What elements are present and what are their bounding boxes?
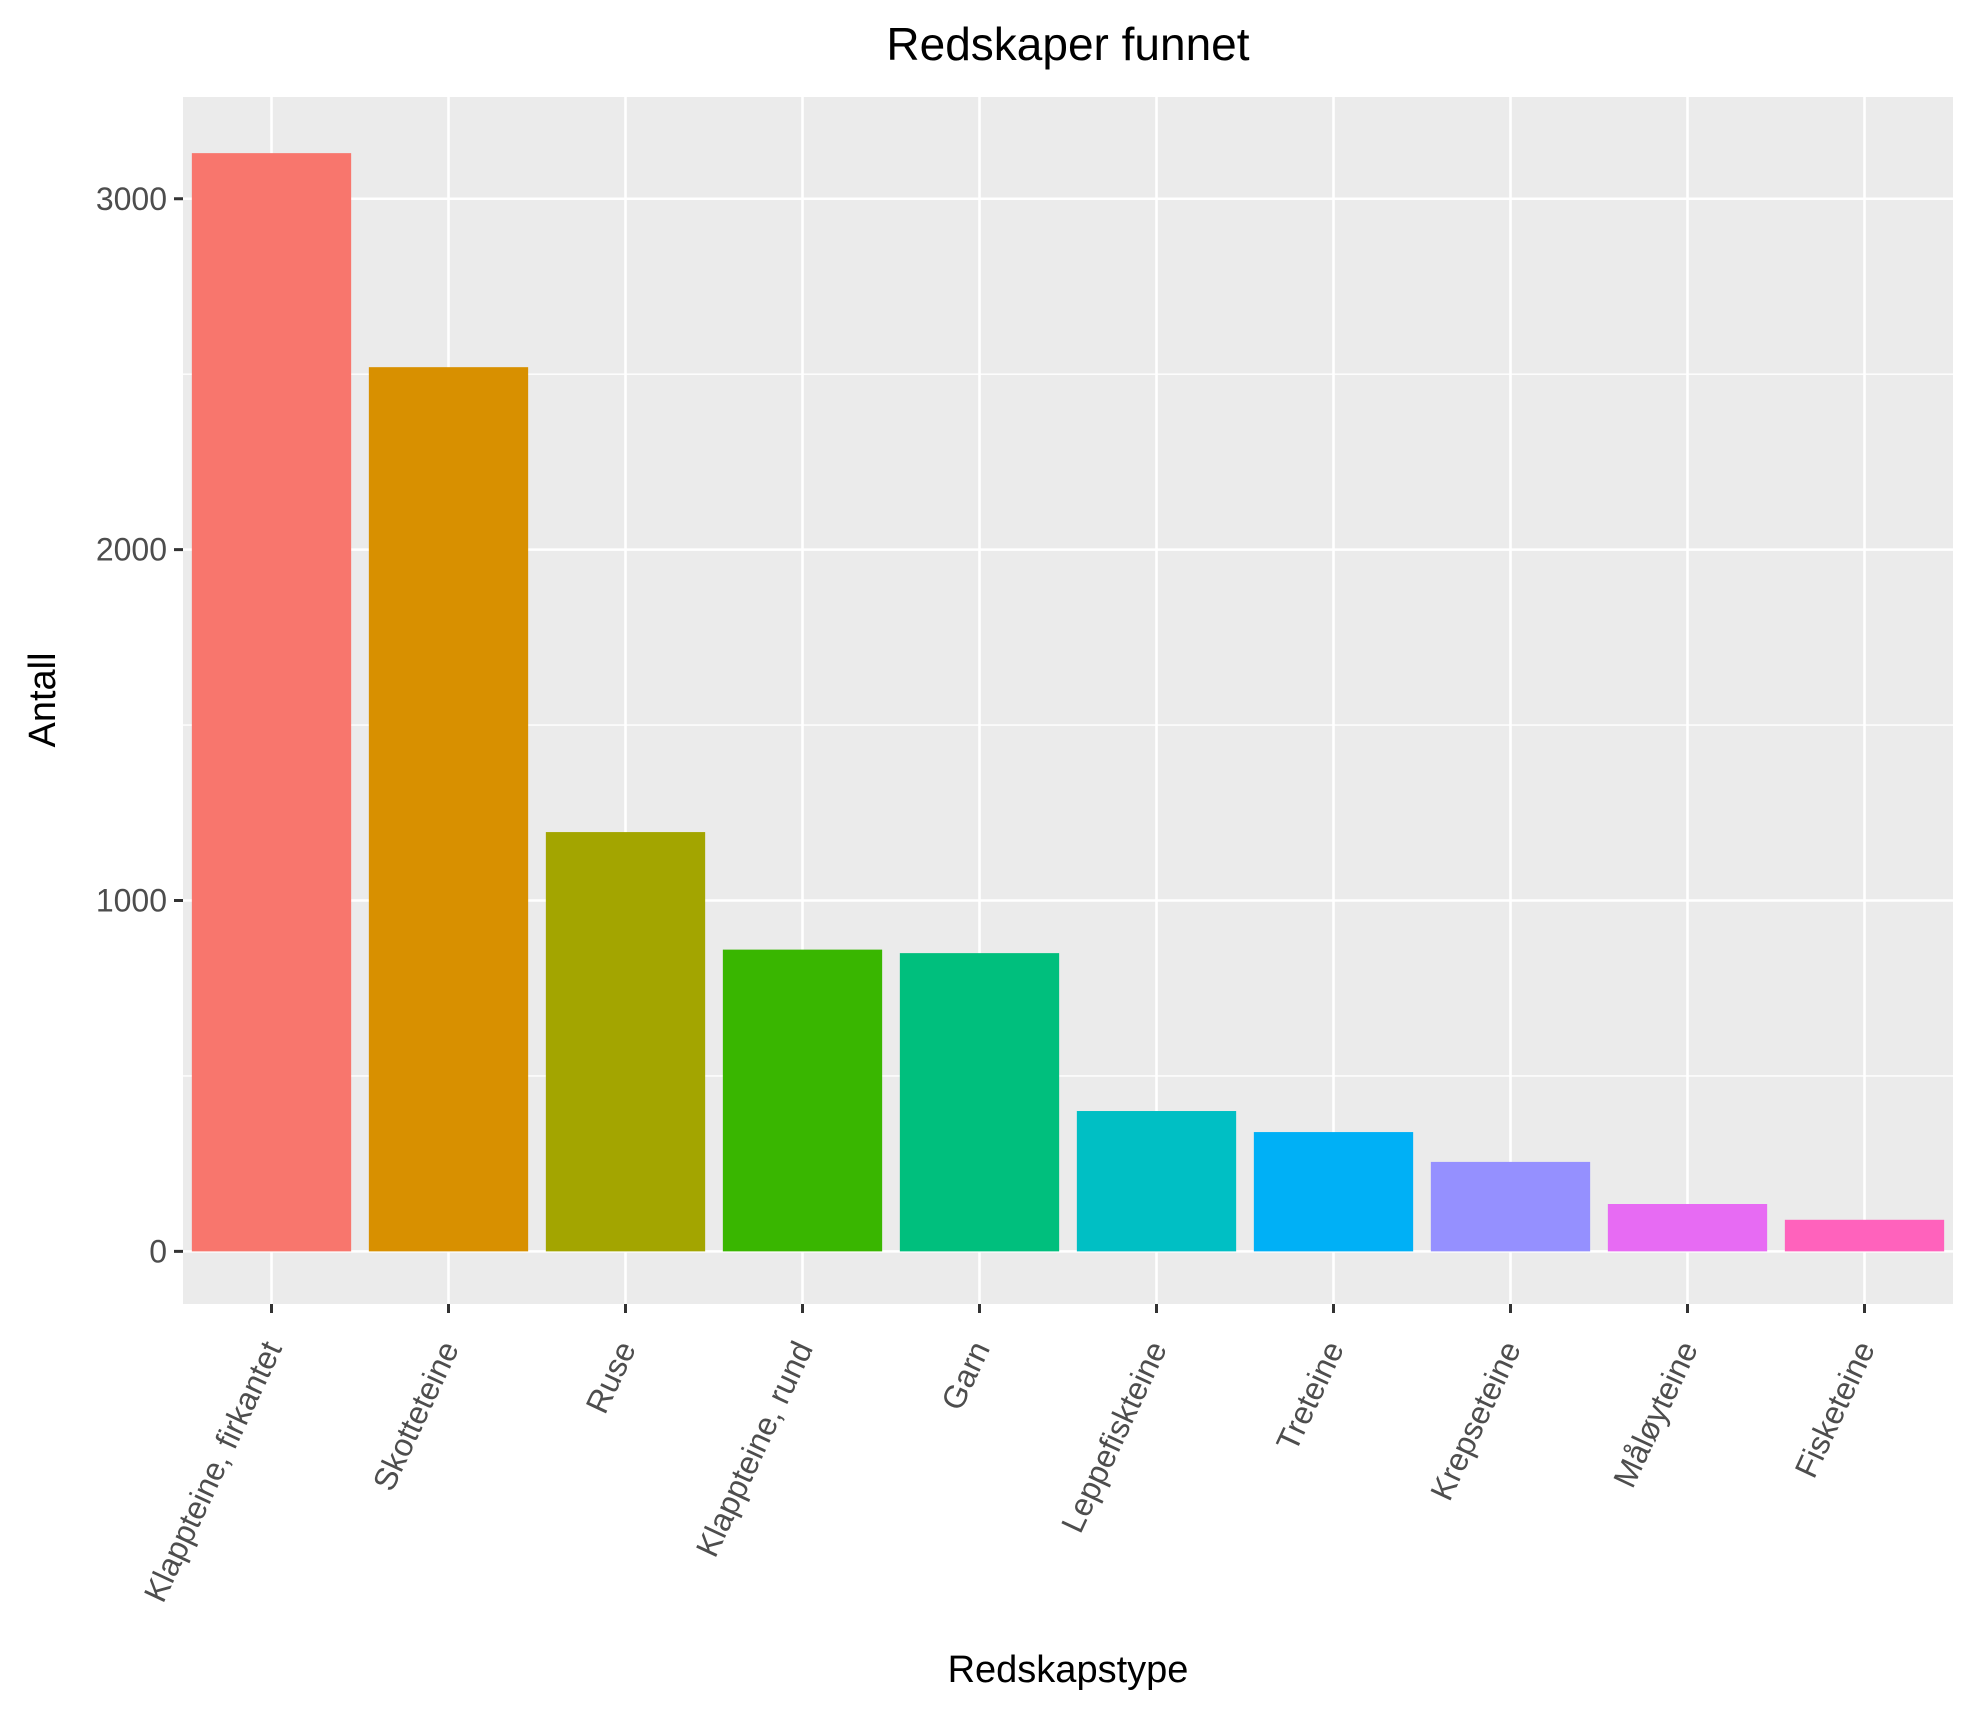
bar [1430,1161,1591,1252]
y-tick-label: 1000 [96,882,167,918]
bars [191,153,1945,1252]
bar [899,953,1060,1252]
y-tick-label: 2000 [96,532,167,568]
y-axis-title: Antall [22,652,64,747]
x-axis: Klappteine, firkantet Skotteteine Ruse Klap… [137,1304,1882,1607]
x-tick-label: Klappteine, rund [689,1336,820,1562]
bar [368,367,529,1252]
x-tick-label: Leppefiskteine [1054,1336,1174,1538]
y-tick-label: 3000 [96,181,167,217]
x-tick-label: Treteine [1269,1336,1351,1457]
y-axis: 0 1000 2000 3000 [96,181,183,1269]
bar [722,949,883,1252]
bar [1253,1132,1414,1252]
x-tick-label: Garn [934,1336,997,1416]
bar [1076,1111,1237,1252]
x-tick-label: Fisketeine [1788,1336,1882,1483]
x-tick-label: Klappteine, firkantet [137,1336,289,1608]
bar [1607,1204,1768,1252]
bar [545,832,706,1252]
bar [191,153,352,1252]
x-tick-label: Ruse [579,1336,643,1419]
chart-title: Redskaper funnet [886,18,1249,70]
x-tick-label: Krepseteine [1423,1336,1528,1506]
y-tick-label: 0 [149,1233,167,1269]
x-tick-label: Skotteteine [366,1336,466,1496]
x-axis-title: Redskapstype [948,1649,1189,1691]
bar [1784,1219,1945,1252]
x-tick-label: Måløyteine [1606,1336,1705,1493]
